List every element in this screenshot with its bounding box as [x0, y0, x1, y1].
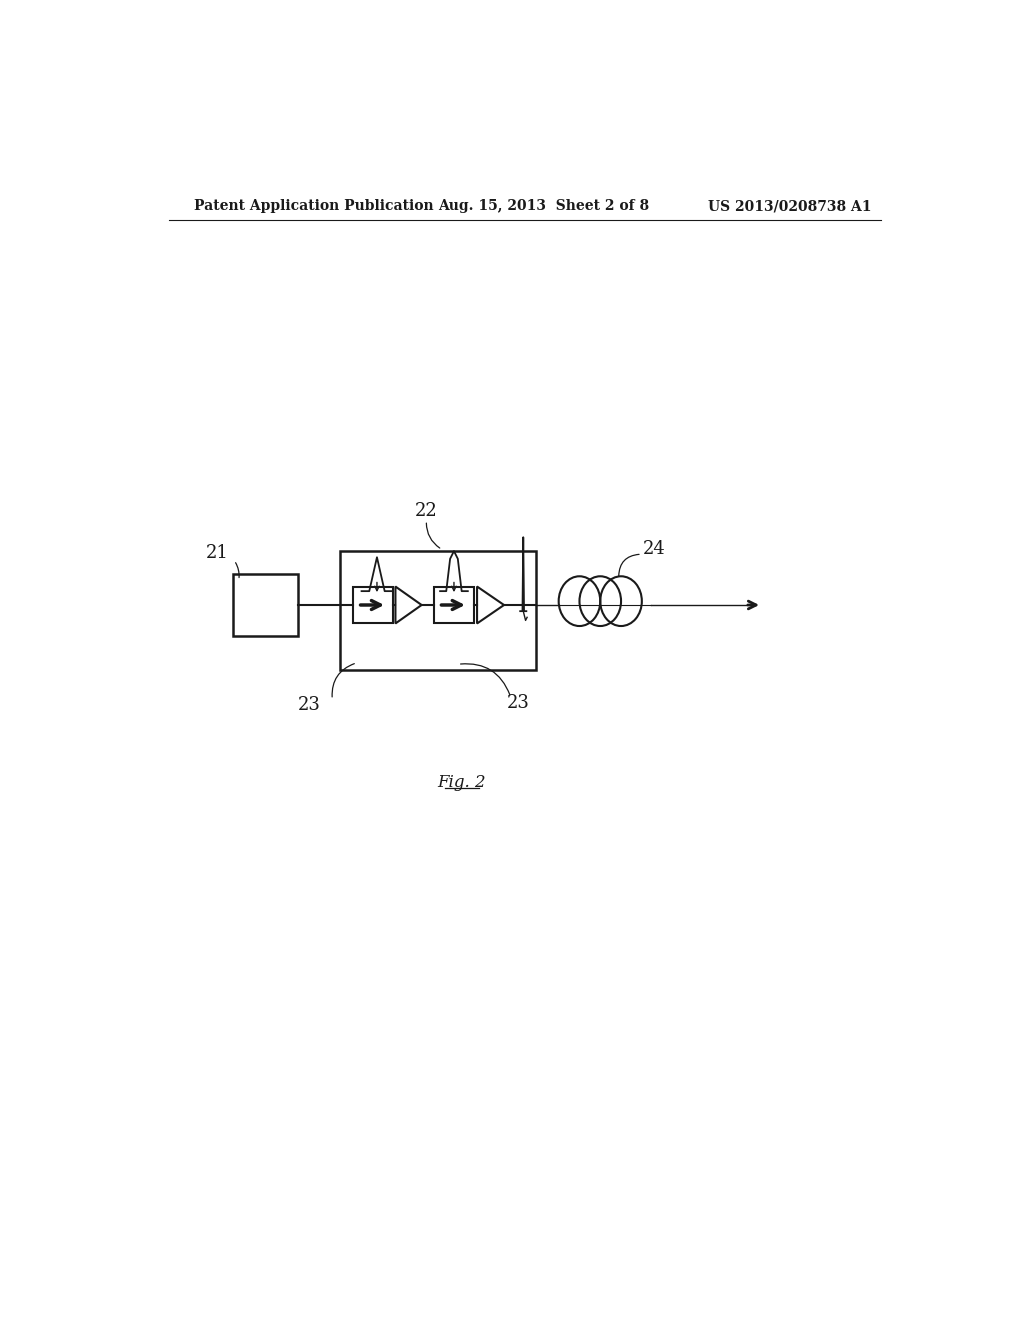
Text: 24: 24 [643, 540, 666, 558]
Text: 23: 23 [298, 696, 321, 714]
Bar [340, 552, 537, 671]
Polygon shape [477, 586, 504, 623]
Bar [434, 586, 474, 623]
Text: Fig. 2: Fig. 2 [437, 774, 486, 791]
Polygon shape [395, 586, 422, 623]
Bar [232, 574, 298, 636]
Text: US 2013/0208738 A1: US 2013/0208738 A1 [708, 199, 871, 213]
Text: Patent Application Publication: Patent Application Publication [194, 199, 433, 213]
Text: 22: 22 [415, 502, 437, 520]
Bar [353, 586, 393, 623]
Text: 21: 21 [206, 544, 228, 561]
Text: 23: 23 [507, 694, 529, 711]
Text: Aug. 15, 2013  Sheet 2 of 8: Aug. 15, 2013 Sheet 2 of 8 [438, 199, 649, 213]
